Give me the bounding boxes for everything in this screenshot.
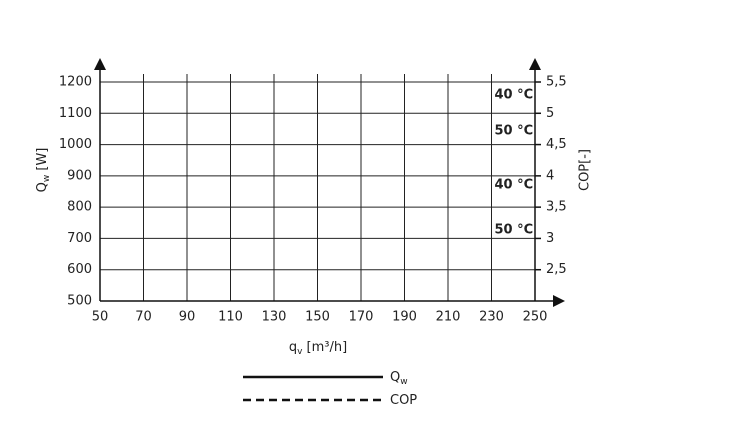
axes <box>99 66 556 302</box>
legend-sub: w <box>400 377 407 387</box>
axis-label: Qw [W] <box>35 148 52 193</box>
x-tick-label: 70 <box>135 310 152 325</box>
label-unit: [W] <box>35 148 50 175</box>
axis-label: qv [m³/h] <box>289 340 347 357</box>
series-label: 40 °C <box>495 177 534 192</box>
y-tick-label: 700 <box>67 231 92 246</box>
y-tick-label: 900 <box>67 168 92 183</box>
series-label: 50 °C <box>495 222 534 237</box>
arrow <box>94 58 106 70</box>
series-label: 40 °C <box>495 87 534 102</box>
x-tick-label: 130 <box>262 310 287 325</box>
x-tick-label: 90 <box>179 310 196 325</box>
legend-label: Qw <box>390 370 408 387</box>
label-sub: v <box>297 347 303 357</box>
y-tick-label: 600 <box>67 262 92 277</box>
series-label: 50 °C <box>495 123 534 138</box>
x-tick-label: 210 <box>436 310 461 325</box>
legend-main: Q <box>390 370 400 385</box>
y-tick-label: 1200 <box>59 75 92 90</box>
y-tick-label: 800 <box>67 200 92 215</box>
label-main: Q <box>35 182 50 192</box>
y-tick-label: 1100 <box>59 106 92 121</box>
x-tick-label: 250 <box>523 310 548 325</box>
y2-tick-label: 4 <box>546 168 554 183</box>
y2-tick-label: 3,5 <box>546 200 567 215</box>
arrow <box>553 295 565 307</box>
y2-tick-label: 2,5 <box>546 262 567 277</box>
arrow <box>529 58 541 70</box>
x-tick-label: 150 <box>305 310 330 325</box>
y-tick-label: 1000 <box>59 137 92 152</box>
x-tick-label: 230 <box>479 310 504 325</box>
y2-tick-label: 5,5 <box>546 75 567 90</box>
x-tick-label: 110 <box>218 310 243 325</box>
label-sub: w <box>42 175 52 182</box>
legend-label: COP <box>390 393 417 408</box>
y2-tick-label: 4,5 <box>546 137 567 152</box>
y2-tick-label: 5 <box>546 106 554 121</box>
y-tick-label: 500 <box>67 294 92 309</box>
y2-tick-label: 3 <box>546 231 554 246</box>
x-tick-label: 50 <box>92 310 109 325</box>
x-tick-label: 170 <box>349 310 374 325</box>
x-tick-label: 190 <box>392 310 417 325</box>
label-main: q <box>289 340 297 355</box>
legend-main: COP <box>390 393 417 408</box>
label-unit: [m³/h] <box>302 340 347 355</box>
y2-axis-label: COP[-] <box>578 149 593 191</box>
